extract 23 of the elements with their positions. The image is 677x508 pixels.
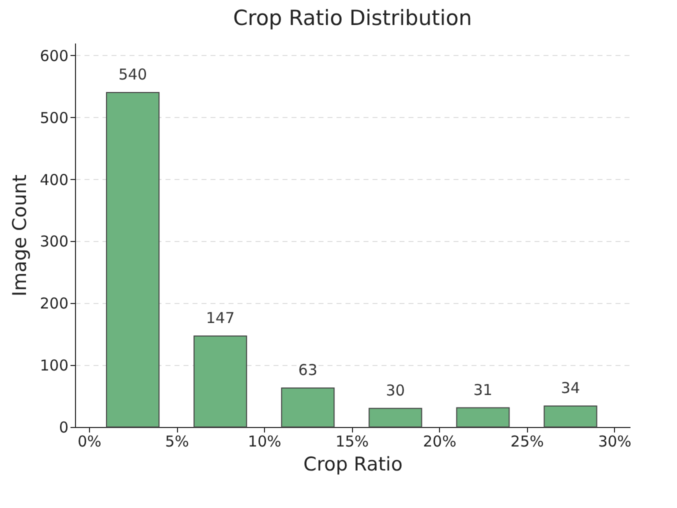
x-axis-title: Crop Ratio <box>303 454 403 476</box>
x-tick-label: 25% <box>510 432 544 450</box>
data-label: 63 <box>298 360 318 379</box>
data-label: 34 <box>560 378 580 397</box>
x-tick-label: 30% <box>598 432 632 450</box>
y-tick-label: 300 <box>40 232 68 251</box>
y-tick-label: 600 <box>40 46 68 65</box>
x-tick-label: 10% <box>248 432 282 450</box>
data-label: 30 <box>386 381 405 400</box>
y-tick-label: 500 <box>40 108 68 127</box>
data-label: 31 <box>473 380 492 399</box>
data-label: 147 <box>206 308 235 327</box>
y-tick-label: 400 <box>40 170 68 189</box>
y-axis-title: Image Count <box>8 174 31 296</box>
x-tick-label: 5% <box>165 432 189 450</box>
y-tick-label: 0 <box>58 418 68 436</box>
chart-title: Crop Ratio Distribution <box>233 6 472 30</box>
x-tick-label: 15% <box>335 432 369 450</box>
y-tick-label: 200 <box>40 294 68 313</box>
x-tick-label: 20% <box>422 432 456 450</box>
y-tick-label: 100 <box>40 356 68 375</box>
x-tick-label: 0% <box>78 432 102 450</box>
data-label: 540 <box>118 66 148 84</box>
